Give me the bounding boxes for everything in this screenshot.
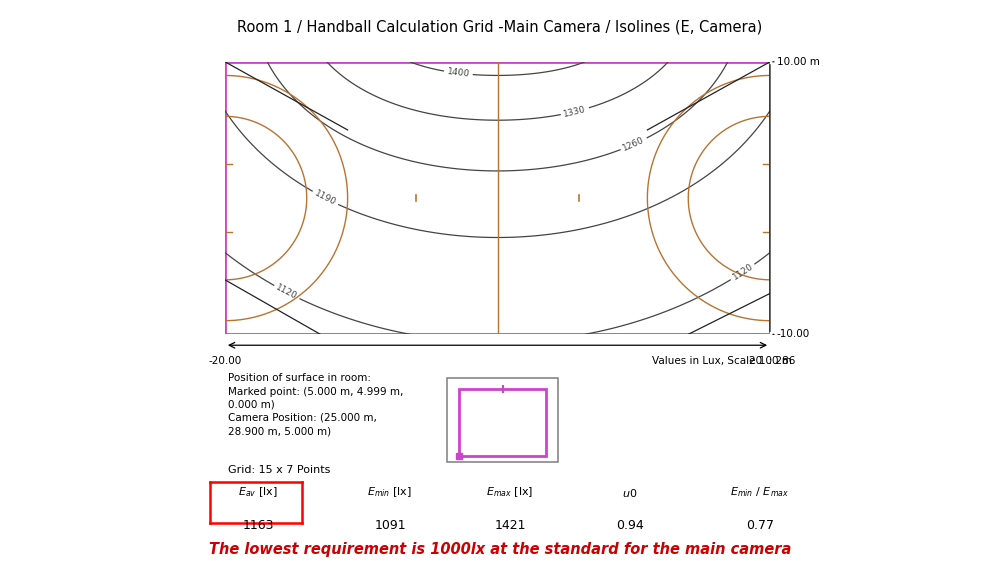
Text: 1120: 1120	[731, 262, 755, 282]
Text: 1091: 1091	[374, 519, 406, 532]
Text: $u0$: $u0$	[622, 487, 638, 499]
Text: Position of surface in room:
Marked point: (5.000 m, 4.999 m,
0.000 m)
Camera Po: Position of surface in room: Marked poin…	[228, 373, 403, 436]
Text: 0.94: 0.94	[616, 519, 644, 532]
Text: $E_{av}$ [lx]: $E_{av}$ [lx]	[238, 485, 278, 499]
Text: -20.00: -20.00	[208, 356, 242, 366]
Text: Room 1 / Handball Calculation Grid -Main Camera / Isolines (E, Camera): Room 1 / Handball Calculation Grid -Main…	[237, 20, 763, 35]
Text: 1120: 1120	[275, 283, 299, 302]
Text: Grid: 15 x 7 Points: Grid: 15 x 7 Points	[228, 465, 330, 475]
Text: 1330: 1330	[563, 104, 587, 119]
Text: 0.77: 0.77	[746, 519, 774, 532]
Text: 20.00 m: 20.00 m	[749, 356, 791, 366]
Text: 1400: 1400	[446, 67, 470, 79]
Text: $E_{max}$ [lx]: $E_{max}$ [lx]	[486, 485, 534, 499]
Text: Values in Lux, Scale 1 : 286: Values in Lux, Scale 1 : 286	[652, 356, 795, 367]
Bar	[459, 389, 546, 456]
Text: -10.00: -10.00	[777, 329, 810, 339]
Text: The lowest requirement is 1000lx at the standard for the main camera: The lowest requirement is 1000lx at the …	[209, 543, 791, 557]
Text: $E_{min}\ /\ E_{max}$: $E_{min}\ /\ E_{max}$	[730, 485, 790, 499]
Text: $E_{min}$ [lx]: $E_{min}$ [lx]	[367, 485, 413, 499]
Text: 1190: 1190	[313, 189, 338, 207]
Text: 10.00 m: 10.00 m	[777, 57, 820, 67]
Text: 1260: 1260	[622, 135, 646, 153]
Text: 1421: 1421	[494, 519, 526, 532]
Text: 1163: 1163	[242, 519, 274, 532]
